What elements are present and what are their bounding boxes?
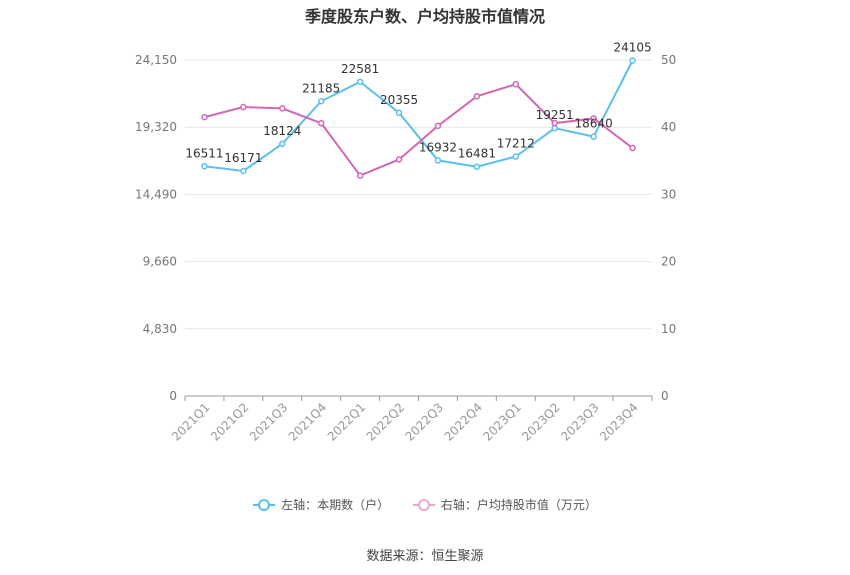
point-holders — [395, 109, 403, 117]
point-holders — [201, 163, 208, 170]
point-avg-value — [434, 122, 442, 130]
x-tick-label: 2023Q1 — [480, 400, 524, 444]
left-tick-label: 4,830 — [143, 322, 177, 336]
series-line-holders — [204, 60, 634, 173]
point-holders — [356, 78, 364, 86]
data-label: 16511 — [185, 146, 223, 160]
series-layer — [201, 57, 636, 179]
left-tick-label: 24,150 — [135, 53, 177, 67]
chart-plot: 0 0 4,830 10 9,660 20 14,490 30 19,320 40 24,150 50… — [135, 41, 676, 444]
legend: 左轴：本期数（户） 右轴：户均持股市值（万元） — [0, 496, 850, 514]
legend-label-right: 右轴：户均持股市值（万元） — [440, 498, 597, 512]
legend-marker-icon — [412, 498, 435, 511]
source-note: 数据来源：恒生聚源 — [366, 549, 484, 564]
point-avg-value — [590, 115, 597, 122]
point-holders — [434, 157, 442, 164]
data-label: 18124 — [263, 124, 301, 138]
right-tick-label: 10 — [661, 322, 676, 336]
point-avg-value — [279, 105, 286, 112]
x-tick-label: 2023Q4 — [597, 400, 641, 444]
right-tick-label: 30 — [661, 187, 676, 201]
point-holders — [240, 167, 247, 175]
x-tick-label: 2021Q1 — [169, 400, 213, 444]
point-avg-value — [317, 119, 325, 127]
data-label: 18640 — [575, 117, 613, 131]
data-label: 19251 — [536, 108, 574, 122]
point-avg-value — [473, 93, 481, 100]
left-tick-label: 9,660 — [143, 255, 177, 269]
data-label: 17212 — [497, 137, 535, 151]
chart-title: 季度股东户数、户均持股市值情况 — [304, 7, 545, 26]
x-tick-label: 2021Q4 — [286, 400, 330, 444]
point-holders — [473, 163, 481, 170]
x-tick-label: 2021Q3 — [247, 400, 291, 444]
point-avg-value — [629, 144, 636, 152]
data-label: 20355 — [380, 93, 418, 107]
legend-marker-icon — [253, 498, 276, 511]
right-tick-label: 0 — [661, 389, 669, 403]
data-label: 16932 — [419, 140, 457, 154]
series-line-avg-value — [204, 83, 634, 177]
legend-label-left: 左轴：本期数（户） — [281, 498, 390, 512]
point-holders — [590, 133, 597, 140]
legend-item-right[interactable]: 右轴：户均持股市值（万元） — [412, 496, 597, 513]
point-holders — [317, 98, 325, 105]
point-avg-value — [240, 103, 247, 111]
data-label: 22581 — [341, 62, 379, 76]
point-avg-value — [395, 156, 403, 163]
x-tick-label: 2023Q3 — [558, 400, 602, 444]
data-label: 24105 — [613, 41, 651, 55]
point-avg-value — [551, 119, 558, 127]
grid-lines — [185, 59, 652, 330]
right-tick-label: 50 — [661, 53, 676, 67]
x-tick-label: 2023Q2 — [519, 400, 563, 444]
point-avg-value — [356, 172, 364, 179]
right-tick-label: 40 — [661, 120, 676, 134]
point-holders — [629, 57, 636, 64]
data-label: 16171 — [224, 151, 262, 165]
point-avg-value — [201, 113, 208, 121]
left-tick-label: 0 — [169, 389, 177, 403]
x-tick-label: 2022Q1 — [325, 400, 369, 444]
axes: 0 0 4,830 10 9,660 20 14,490 30 19,320 40 24,150 50… — [135, 53, 676, 444]
data-label: 21185 — [302, 81, 340, 95]
x-tick-label: 2022Q4 — [441, 400, 485, 444]
left-tick-label: 14,490 — [135, 187, 177, 201]
left-tick-label: 19,320 — [135, 120, 177, 134]
legend-item-left[interactable]: 左轴：本期数（户） — [253, 496, 389, 513]
point-holders — [512, 153, 520, 160]
x-tick-label: 2021Q2 — [208, 400, 252, 444]
data-label: 16481 — [458, 147, 496, 161]
x-tick-label: 2022Q2 — [364, 400, 408, 444]
point-holders — [279, 140, 286, 148]
right-tick-label: 20 — [661, 255, 676, 269]
x-tick-label: 2022Q3 — [403, 400, 447, 444]
point-avg-value — [512, 80, 520, 88]
